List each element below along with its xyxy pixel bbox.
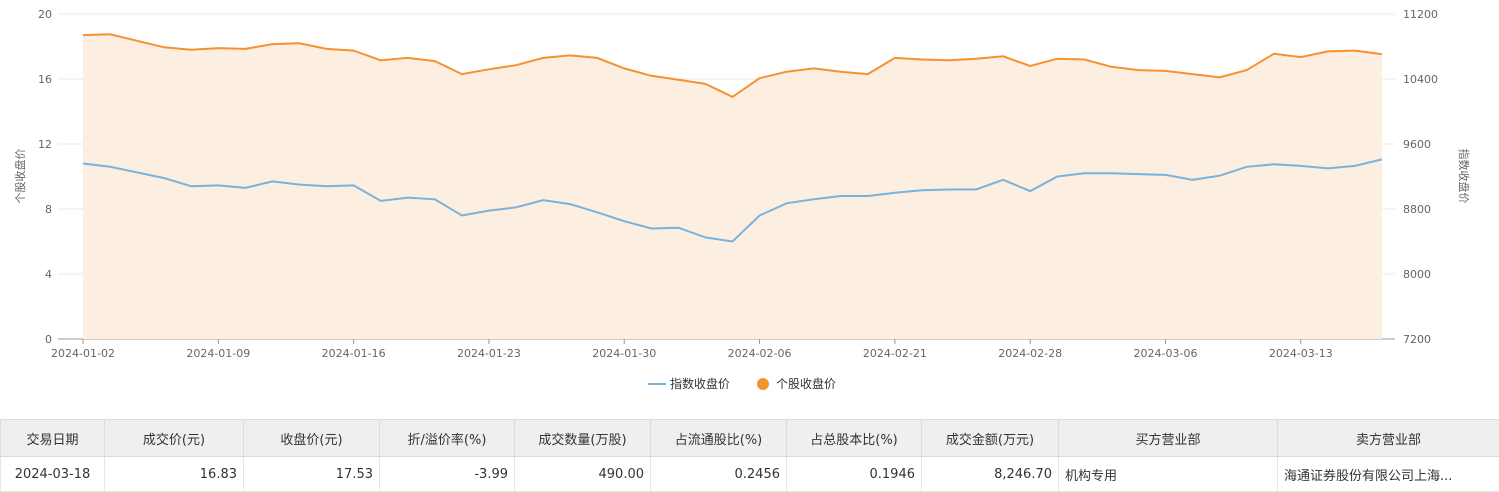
cell-close-price: 17.53 xyxy=(244,457,380,492)
y-right-tick-label: 8800 xyxy=(1403,203,1431,216)
header-amount: 成交金额(万元) xyxy=(922,420,1059,457)
stock-area-fill xyxy=(83,34,1382,339)
x-tick-label: 2024-02-06 xyxy=(728,347,792,360)
header-total-ratio: 占总股本比(%) xyxy=(787,420,922,457)
table-row: 2024-03-18 16.83 17.53 -3.99 490.00 0.24… xyxy=(1,457,1499,492)
y-left-tick-label: 20 xyxy=(38,8,52,21)
cell-buyer[interactable]: 机构专用 xyxy=(1059,457,1278,492)
x-tick-label: 2024-01-09 xyxy=(186,347,250,360)
y-right-tick-label: 7200 xyxy=(1403,333,1431,346)
x-tick-label: 2024-01-16 xyxy=(322,347,386,360)
y-left-tick-label: 16 xyxy=(38,73,52,86)
legend-stock-swatch xyxy=(757,378,769,390)
line-chart: 0 7200 4 8000 8 8800 12 9600 16 10400 20 11200 2024-… xyxy=(0,0,1499,410)
cell-premium-rate: -3.99 xyxy=(380,457,515,492)
y-left-axis-title: 个股收盘价 xyxy=(13,149,27,204)
y-left-tick-label: 8 xyxy=(45,203,52,216)
cell-float-ratio: 0.2456 xyxy=(651,457,787,492)
x-tick-label: 2024-01-30 xyxy=(592,347,656,360)
y-right-tick-label: 10400 xyxy=(1403,73,1438,86)
y-right-tick-label: 11200 xyxy=(1403,8,1438,21)
block-trade-table: 交易日期 成交价(元) 收盘价(元) 折/溢价率(%) 成交数量(万股) 占流通… xyxy=(0,419,1499,492)
header-seller: 卖方营业部 xyxy=(1278,420,1499,457)
header-float-ratio: 占流通股比(%) xyxy=(651,420,787,457)
x-tick-label: 2024-02-21 xyxy=(863,347,927,360)
x-tick-label: 2024-01-02 xyxy=(51,347,115,360)
table-header-row: 交易日期 成交价(元) 收盘价(元) 折/溢价率(%) 成交数量(万股) 占流通… xyxy=(1,420,1499,457)
header-trade-price: 成交价(元) xyxy=(105,420,244,457)
cell-trade-date: 2024-03-18 xyxy=(1,457,105,492)
x-tick-label: 2024-02-28 xyxy=(998,347,1062,360)
legend-index-label: 指数收盘价 xyxy=(670,376,730,391)
chart-area: 0 7200 4 8000 8 8800 12 9600 16 10400 20 11200 2024-… xyxy=(0,0,1499,410)
y-left-tick-label: 12 xyxy=(38,138,52,151)
y-left-tick-label: 0 xyxy=(45,333,52,346)
cell-trade-price: 16.83 xyxy=(105,457,244,492)
header-volume: 成交数量(万股) xyxy=(515,420,651,457)
cell-total-ratio: 0.1946 xyxy=(787,457,922,492)
cell-volume: 490.00 xyxy=(515,457,651,492)
x-tick-label: 2024-01-23 xyxy=(457,347,521,360)
x-tick-label: 2024-03-06 xyxy=(1134,347,1198,360)
header-premium-rate: 折/溢价率(%) xyxy=(380,420,515,457)
x-tick-label: 2024-03-13 xyxy=(1269,347,1333,360)
legend-stock-label: 个股收盘价 xyxy=(776,376,836,391)
header-trade-date: 交易日期 xyxy=(1,420,105,457)
header-buyer: 买方营业部 xyxy=(1059,420,1278,457)
y-left-tick-label: 4 xyxy=(45,268,52,281)
cell-amount: 8,246.70 xyxy=(922,457,1059,492)
y-right-axis-title: 指数收盘价 xyxy=(1457,149,1471,204)
cell-seller[interactable]: 海通证券股份有限公司上海... xyxy=(1278,457,1499,492)
y-right-tick-label: 8000 xyxy=(1403,268,1431,281)
y-right-tick-label: 9600 xyxy=(1403,138,1431,151)
header-close-price: 收盘价(元) xyxy=(244,420,380,457)
